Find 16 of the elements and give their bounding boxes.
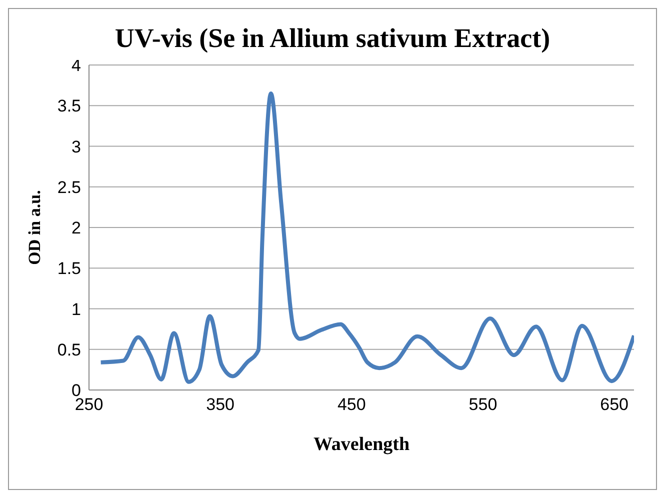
x-axis-title: Wavelength [313, 434, 410, 455]
y-axis-title: OD in a.u. [25, 190, 44, 265]
y-tick-label: 3 [72, 137, 81, 156]
x-tick-label: 650 [600, 395, 628, 414]
line-series [98, 91, 634, 384]
y-tick-label: 1 [72, 300, 81, 319]
x-tick-label: 450 [337, 395, 366, 414]
y-tick-label: 1.5 [57, 259, 81, 278]
y-tick-label: 0.5 [57, 340, 81, 360]
y-tick-label: 2 [72, 218, 81, 238]
x-tick-label: 550 [468, 395, 498, 414]
y-tick-label: 3.5 [57, 96, 81, 116]
x-tick-label: 350 [206, 395, 235, 414]
chart-title: UV-vis (Se in Allium sativum Extract) [114, 23, 550, 53]
y-tick-label: 2.5 [57, 178, 81, 197]
x-tick-label: 250 [74, 395, 104, 414]
